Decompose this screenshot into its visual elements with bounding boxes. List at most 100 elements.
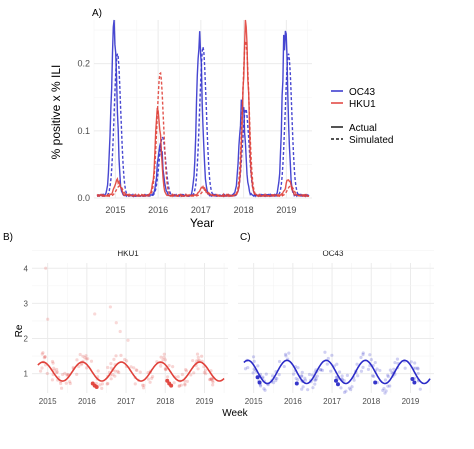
data-point-faint: [413, 361, 417, 365]
data-point-faint: [150, 376, 154, 381]
panel-a-lines: [96, 19, 310, 198]
data-point-faint: [371, 374, 375, 378]
data-point-faint: [208, 378, 212, 382]
data-point-faint: [167, 363, 171, 368]
data-point-faint: [100, 386, 104, 390]
data-point-faint: [300, 374, 304, 378]
data-point-faint: [183, 383, 187, 387]
data-point-faint: [146, 377, 150, 381]
data-point-faint: [59, 381, 63, 386]
data-point-faint: [307, 372, 312, 377]
data-point-faint: [211, 383, 215, 387]
data-point-faint: [42, 356, 46, 360]
data-point-faint: [252, 359, 256, 363]
data-point-faint: [350, 385, 354, 389]
data-point-faint: [368, 353, 372, 357]
data-point-faint: [284, 354, 288, 358]
data-point-faint: [342, 379, 346, 383]
data-point-faint: [81, 354, 85, 358]
data-point-faint: [335, 362, 339, 366]
data-point-outlier: [93, 312, 97, 316]
x-tick-label: 2015: [39, 397, 57, 406]
data-point-faint: [311, 386, 315, 390]
data-point-faint: [339, 386, 343, 390]
data-point-faint: [361, 365, 365, 369]
data-point-faint: [292, 372, 296, 376]
data-point-faint: [246, 365, 250, 370]
panel-a-x-axis-title: Year: [190, 216, 214, 230]
panel-b-y-ticks: 1 2 3 4: [24, 264, 29, 378]
data-point-faint: [164, 367, 168, 371]
data-point-faint: [59, 386, 64, 390]
x-tick-label: 2015: [245, 397, 263, 406]
data-point-faint: [54, 370, 59, 375]
data-point-faint: [165, 375, 170, 379]
data-point-faint: [414, 366, 418, 370]
data-point-faint: [369, 358, 373, 362]
data-point-outlier: [114, 321, 118, 325]
data-point-faint: [43, 355, 47, 359]
data-point-faint: [196, 355, 200, 360]
data-point-faint: [50, 359, 55, 364]
panel-a-x-tick-label: 2017: [191, 205, 211, 215]
x-tick-label: 2018: [362, 397, 380, 406]
data-point-solid: [255, 375, 260, 380]
panel-a-y-tick-label: 0.1: [77, 126, 90, 136]
data-point-faint: [51, 361, 55, 365]
data-point-faint: [313, 382, 317, 386]
data-point-faint: [274, 376, 278, 380]
x-tick-label: 2018: [156, 397, 174, 406]
data-point-faint: [366, 367, 371, 371]
data-point-faint: [382, 387, 386, 391]
data-point-faint: [129, 365, 133, 369]
data-point-faint: [356, 374, 360, 378]
data-point-faint: [162, 355, 166, 360]
data-point-faint: [271, 380, 276, 385]
data-point-faint: [209, 377, 213, 381]
data-point-faint: [68, 381, 72, 386]
data-point-faint: [105, 382, 109, 386]
x-tick-label: 2016: [284, 397, 302, 406]
data-point-solid: [294, 381, 299, 386]
data-point-faint: [161, 358, 165, 362]
data-point-faint: [416, 367, 420, 371]
data-point-faint: [393, 360, 397, 365]
data-point-faint: [135, 368, 139, 373]
data-point-faint: [314, 378, 318, 382]
panel-a-x-tick-label: 2015: [105, 205, 125, 215]
panel-b-label: B): [3, 232, 13, 243]
data-point-faint: [299, 374, 304, 378]
data-point-faint: [84, 366, 89, 370]
series-oc43-actual: [96, 19, 310, 198]
data-point-faint: [68, 380, 72, 384]
data-point-faint: [78, 352, 82, 357]
data-point-faint: [163, 358, 167, 362]
data-point-faint: [114, 354, 118, 358]
data-point-faint: [132, 366, 136, 370]
data-point-faint: [259, 384, 263, 388]
data-point-faint: [416, 371, 420, 376]
data-point-faint: [86, 357, 90, 361]
data-point-faint: [378, 368, 382, 373]
data-point-solid: [165, 378, 170, 383]
data-point-faint: [294, 376, 298, 381]
legend-hku1-label: HKU1: [349, 99, 376, 110]
data-point-faint: [109, 366, 113, 370]
data-point-faint: [251, 355, 256, 359]
data-point-faint: [277, 359, 282, 364]
data-point-faint: [318, 368, 323, 372]
data-point-faint: [171, 365, 175, 369]
data-point-faint: [98, 383, 102, 387]
series-hku1-simulated: [97, 39, 309, 197]
data-point-faint: [345, 373, 349, 378]
data-point-faint: [384, 389, 388, 393]
data-point-faint: [106, 365, 110, 370]
legend-oc43-label: OC43: [349, 87, 376, 98]
panel-a-x-ticks: 2015 2016 2017 2018 2019: [105, 205, 296, 215]
data-point-faint: [270, 374, 275, 378]
data-point-faint: [96, 369, 100, 373]
x-tick-label: 2017: [323, 397, 341, 406]
x-tick-label: 2019: [402, 397, 420, 406]
data-point-faint: [55, 370, 59, 374]
